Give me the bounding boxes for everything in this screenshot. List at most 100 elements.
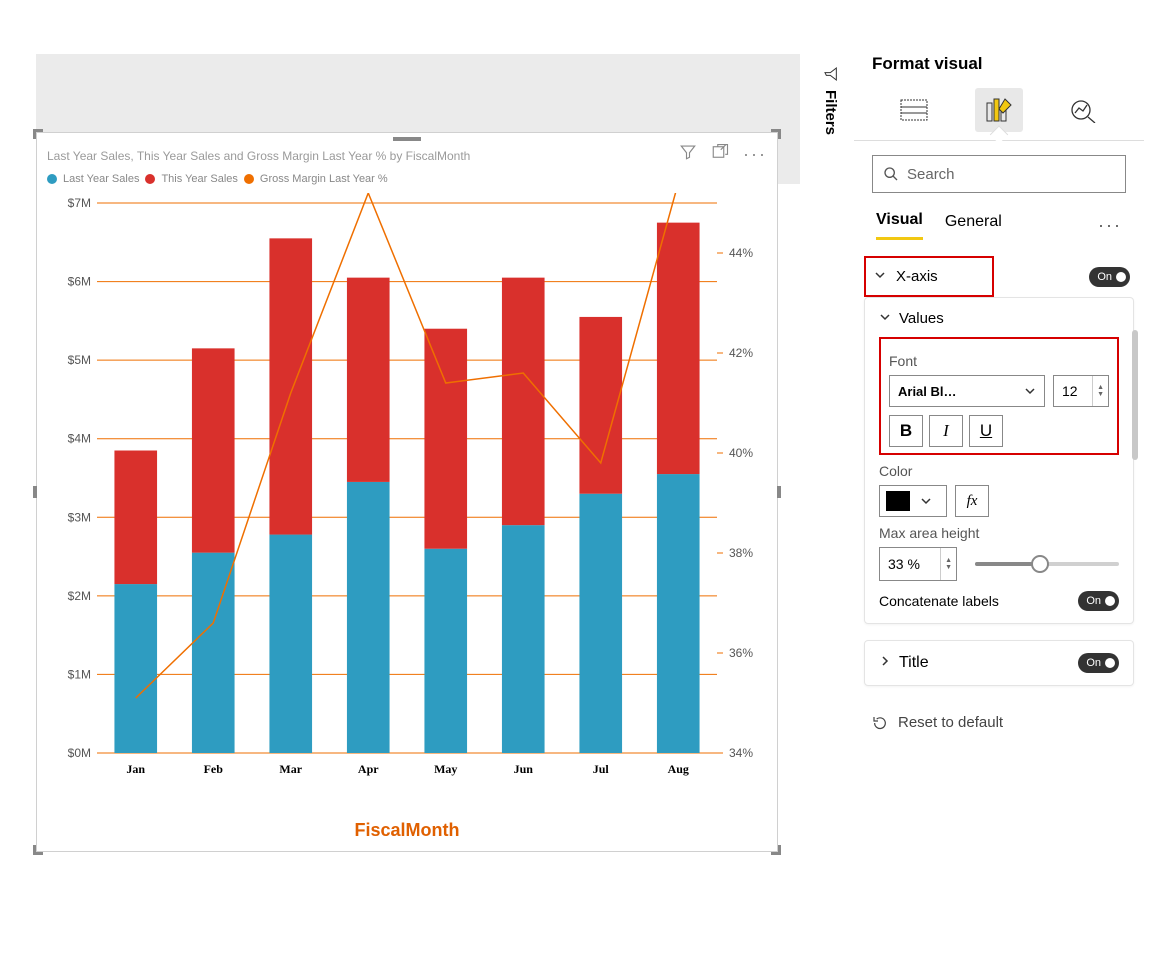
color-picker[interactable] <box>879 485 947 517</box>
svg-text:Jun: Jun <box>514 762 534 776</box>
x-axis-title: FiscalMonth <box>37 820 777 841</box>
svg-text:34%: 34% <box>729 746 753 760</box>
scrollbar-thumb[interactable] <box>1132 330 1138 460</box>
svg-text:$4M: $4M <box>68 432 91 446</box>
spinner-icon[interactable]: ▲▼ <box>940 548 956 580</box>
values-label: Values <box>899 310 944 327</box>
title-section-label: Title <box>899 654 929 672</box>
visual-header-icons: ··· <box>679 143 767 166</box>
panel-title: Format visual <box>854 50 1144 88</box>
search-icon <box>883 166 899 182</box>
resize-handle-bl[interactable] <box>33 845 43 855</box>
bold-button[interactable]: B <box>889 415 923 447</box>
format-subtabs: Visual General ··· <box>854 207 1144 240</box>
color-label: Color <box>879 463 1119 479</box>
tab-build-visual[interactable] <box>890 88 938 132</box>
concat-toggle[interactable]: On <box>1078 591 1119 611</box>
font-label: Font <box>889 353 1109 369</box>
legend-dot-last-year <box>47 174 57 184</box>
chart-title: Last Year Sales, This Year Sales and Gro… <box>47 149 470 163</box>
legend-label: This Year Sales <box>161 173 237 185</box>
font-family-select[interactable]: Arial Bl… <box>889 375 1045 407</box>
svg-text:38%: 38% <box>729 546 753 560</box>
subtab-visual[interactable]: Visual <box>876 211 923 240</box>
table-icon <box>900 98 928 122</box>
max-height-slider[interactable] <box>975 554 1119 574</box>
chart-legend: Last Year Sales This Year Sales Gross Ma… <box>47 173 388 185</box>
more-options-icon[interactable]: ··· <box>1098 215 1122 236</box>
focus-mode-icon[interactable] <box>711 143 729 166</box>
chevron-down-icon <box>874 268 888 285</box>
legend-label: Gross Margin Last Year % <box>260 173 388 185</box>
chart-visual-container[interactable]: ··· Last Year Sales, This Year Sales and… <box>36 132 778 852</box>
resize-handle-right[interactable] <box>777 486 781 498</box>
legend-label: Last Year Sales <box>63 173 139 185</box>
svg-text:$5M: $5M <box>68 353 91 367</box>
tab-format-visual[interactable] <box>975 88 1023 132</box>
x-axis-header[interactable]: X-axis <box>864 256 994 297</box>
resize-handle-left[interactable] <box>33 486 37 498</box>
fx-button[interactable]: fx <box>955 485 989 517</box>
svg-text:Apr: Apr <box>358 762 379 776</box>
resize-handle-br[interactable] <box>771 845 781 855</box>
max-height-input[interactable]: 33 % ▲▼ <box>879 547 957 581</box>
title-card: Title On <box>864 640 1134 686</box>
reset-to-default-button[interactable]: Reset to default <box>854 702 1144 743</box>
color-swatch-preview <box>886 491 910 511</box>
spinner-icon[interactable]: ▲▼ <box>1092 376 1108 406</box>
svg-text:$7M: $7M <box>68 196 91 210</box>
drag-handle-icon[interactable] <box>393 137 421 141</box>
svg-text:$3M: $3M <box>68 510 91 524</box>
panel-icon-tabs <box>854 88 1144 141</box>
x-axis-toggle[interactable]: On <box>1089 267 1130 287</box>
chevron-down-icon <box>879 310 891 327</box>
filters-pane-toggle[interactable]: Filters <box>820 60 841 141</box>
format-panel: Format visual Search Visual General ··· <box>854 50 1144 940</box>
svg-text:Jan: Jan <box>126 762 145 776</box>
legend-dot-margin <box>244 174 254 184</box>
svg-text:Aug: Aug <box>668 762 689 776</box>
search-placeholder: Search <box>907 166 955 183</box>
chevron-down-icon <box>920 495 932 507</box>
concat-label: Concatenate labels <box>879 593 999 609</box>
svg-text:$0M: $0M <box>68 746 91 760</box>
underline-button[interactable]: U <box>969 415 1003 447</box>
format-brush-icon <box>985 97 1013 123</box>
values-card: Values Font Arial Bl… 12 ▲▼ B I U Color <box>864 297 1134 624</box>
italic-button[interactable]: I <box>929 415 963 447</box>
svg-text:$1M: $1M <box>68 667 91 681</box>
svg-text:May: May <box>434 762 457 776</box>
values-header[interactable]: Values <box>879 310 1119 337</box>
svg-text:36%: 36% <box>729 646 753 660</box>
title-section-header[interactable]: Title <box>879 654 929 672</box>
title-toggle[interactable]: On <box>1078 653 1119 673</box>
subtab-general[interactable]: General <box>945 213 1002 239</box>
tab-analytics[interactable] <box>1060 88 1108 132</box>
chevron-right-icon <box>879 654 891 672</box>
panel-scrollbar[interactable] <box>1132 330 1138 930</box>
legend-dot-this-year <box>145 174 155 184</box>
reset-icon <box>872 715 888 731</box>
analytics-icon <box>1070 97 1098 123</box>
chevron-down-icon <box>1024 385 1036 397</box>
more-options-icon[interactable]: ··· <box>743 144 767 165</box>
filter-icon <box>823 66 839 82</box>
svg-text:Feb: Feb <box>204 762 224 776</box>
max-height-label: Max area height <box>879 525 1119 541</box>
svg-text:$6M: $6M <box>68 275 91 289</box>
resize-handle-tl[interactable] <box>33 129 43 139</box>
svg-text:42%: 42% <box>729 346 753 360</box>
section-x-axis: X-axis On <box>864 256 1134 297</box>
resize-handle-tr[interactable] <box>771 129 781 139</box>
svg-text:Jul: Jul <box>593 762 610 776</box>
search-input[interactable]: Search <box>872 155 1126 193</box>
svg-text:40%: 40% <box>729 446 753 460</box>
x-axis-label: X-axis <box>896 268 984 285</box>
chart-svg: $0M $1M $2M $3M $4M $5M $6M $7M 34% 36% 38% 40% 42% 4… <box>47 193 767 793</box>
filter-icon[interactable] <box>679 143 697 166</box>
chart-plot-area: $0M $1M $2M $3M $4M $5M $6M $7M 34% 36% 38% 40% 42% 4… <box>47 193 767 793</box>
svg-text:$2M: $2M <box>68 589 91 603</box>
svg-text:44%: 44% <box>729 246 753 260</box>
svg-text:Mar: Mar <box>279 762 302 776</box>
font-size-input[interactable]: 12 ▲▼ <box>1053 375 1109 407</box>
